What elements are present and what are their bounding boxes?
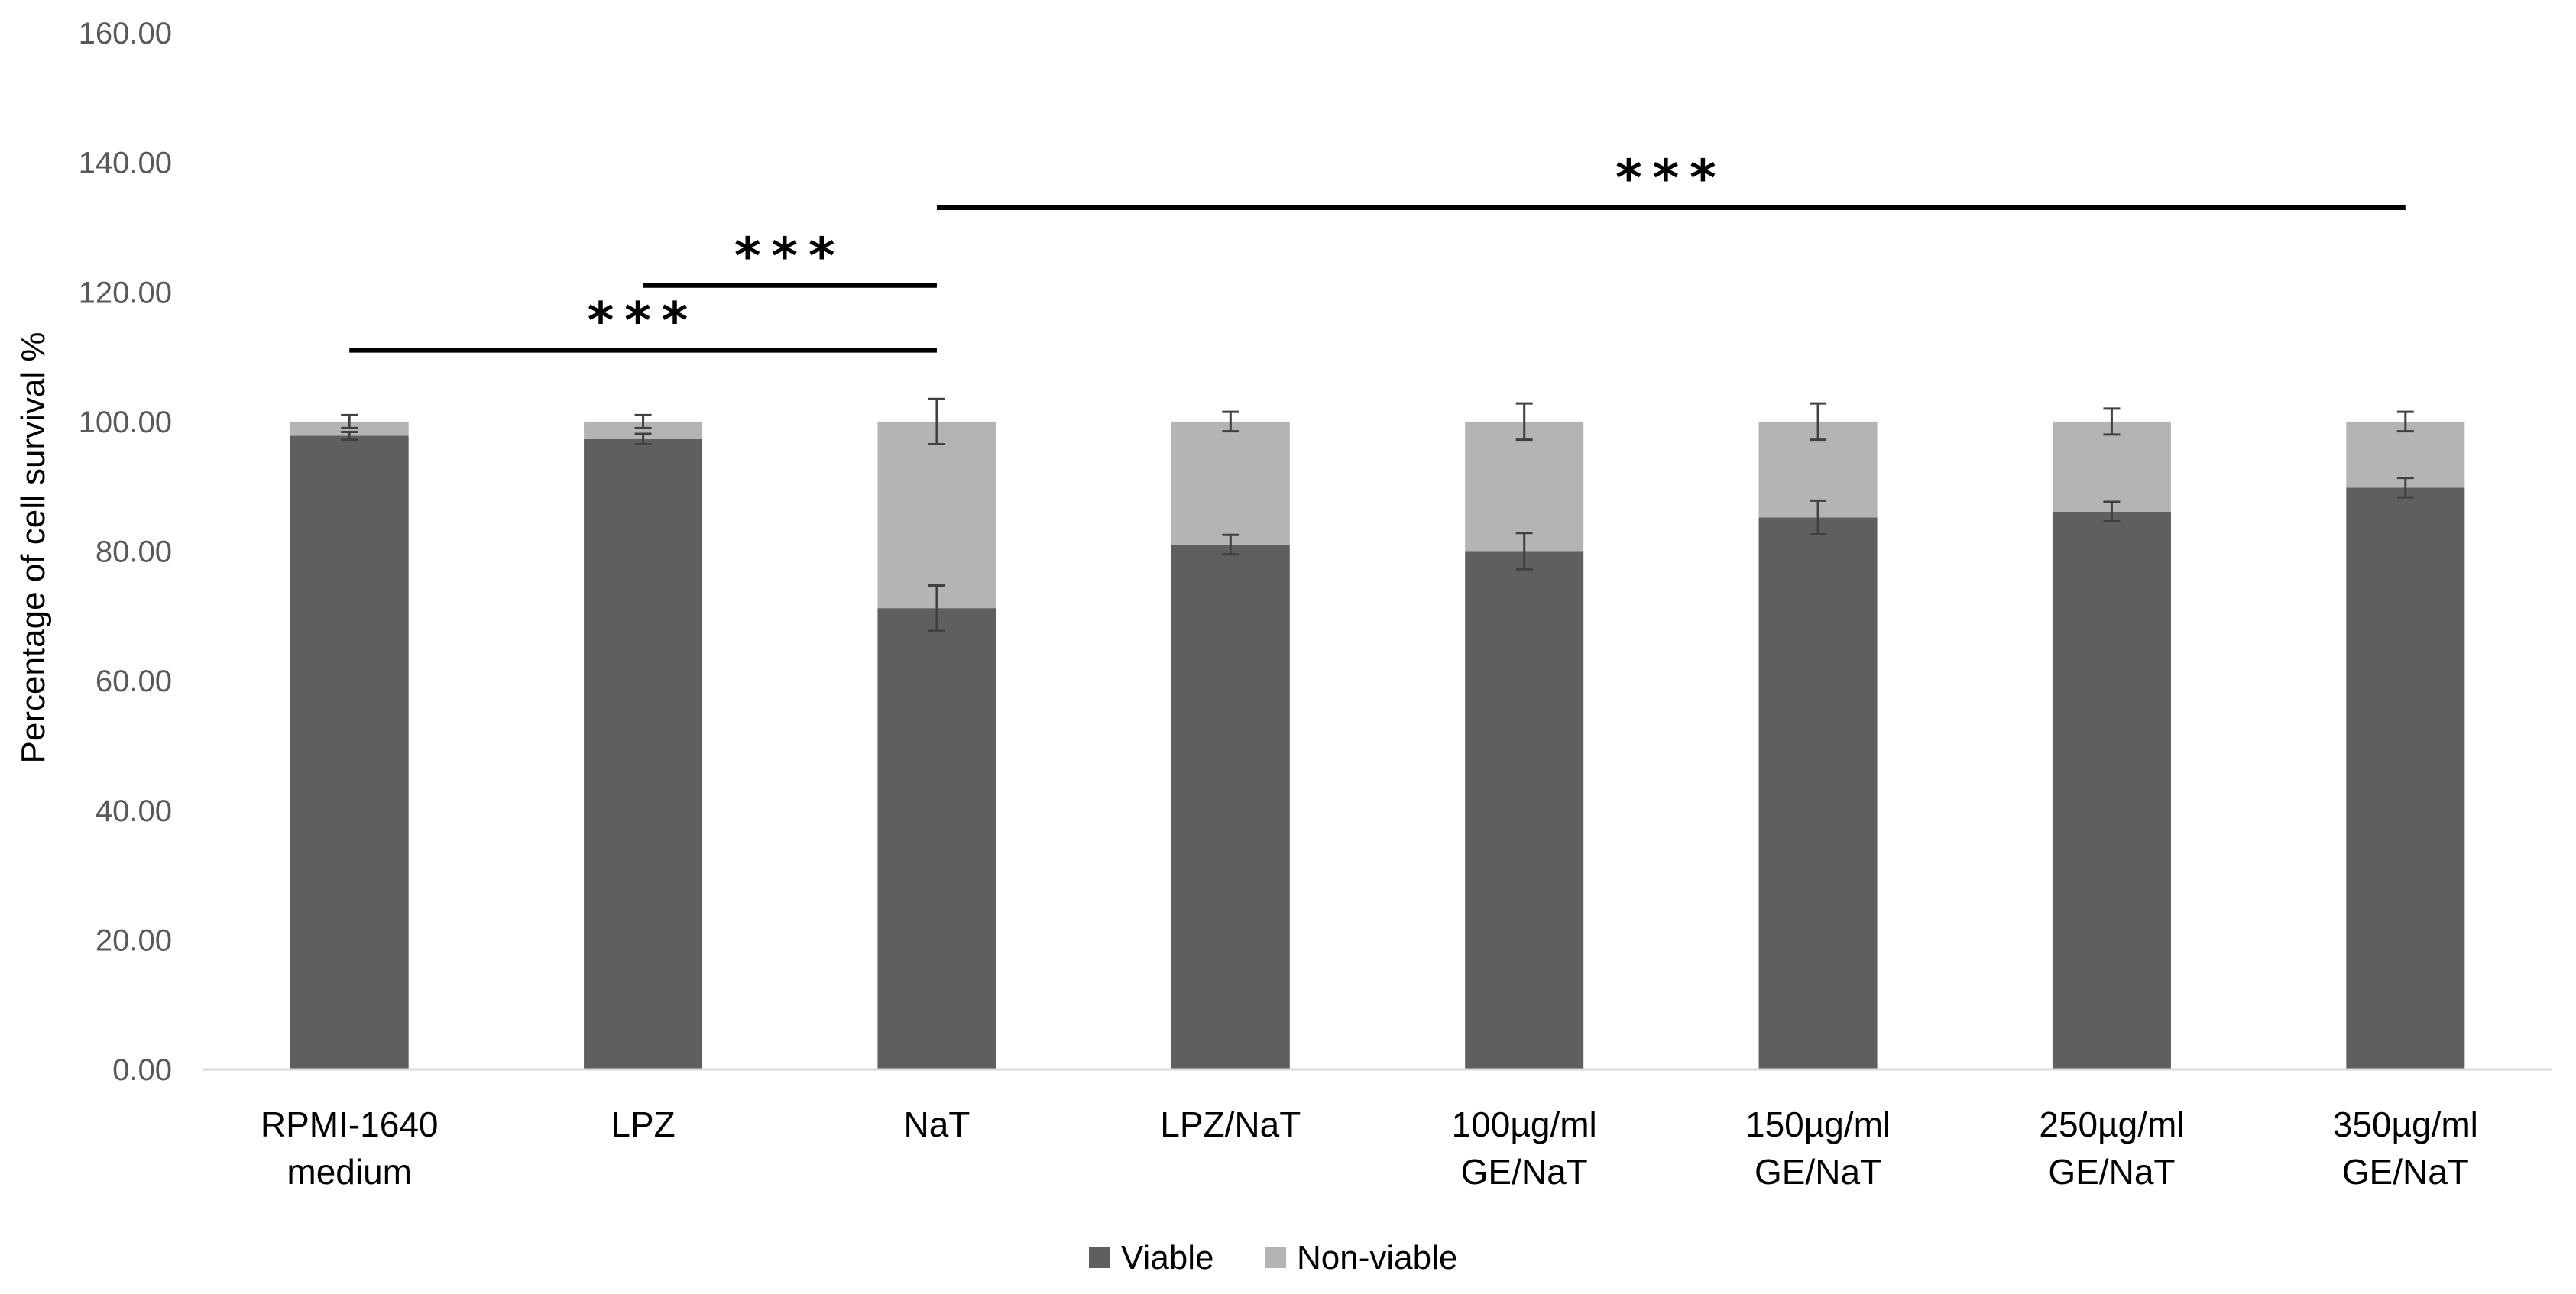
category-label: LPZ/NaT	[1160, 1105, 1301, 1144]
y-tick-label: 160.00	[79, 17, 172, 50]
bar-non-viable	[877, 421, 996, 609]
error-bar	[2396, 410, 2414, 433]
category-label: GE/NaT	[1461, 1152, 1588, 1192]
bar-non-viable	[1171, 421, 1290, 545]
bar-viable	[1465, 551, 1584, 1069]
y-tick-label: 60.00	[96, 665, 172, 698]
y-tick-labels: 0.00 20.00 40.00 60.00 80.00 100.00 120.00 140.…	[79, 17, 172, 1087]
legend: Viable Non-viable	[1089, 1239, 1457, 1276]
bar-viable	[877, 608, 996, 1069]
category-label: GE/NaT	[2048, 1152, 2175, 1192]
y-tick-label: 100.00	[79, 406, 172, 439]
y-tick-label: 0.00	[112, 1053, 172, 1087]
category-label: 150µg/ml	[1745, 1105, 1891, 1144]
legend-label: Viable	[1121, 1239, 1214, 1276]
bar-viable	[1758, 517, 1878, 1069]
bars	[290, 421, 2465, 1069]
error-bar	[2103, 407, 2121, 436]
error-bar	[928, 584, 945, 632]
bar-viable	[2346, 487, 2465, 1069]
category-label: GE/NaT	[2342, 1152, 2469, 1192]
significance-bracket: ***	[349, 292, 937, 353]
y-tick-label: 120.00	[79, 276, 172, 309]
bar-viable	[584, 438, 703, 1069]
legend-label: Non-viable	[1297, 1239, 1457, 1276]
category-label: LPZ	[611, 1105, 675, 1144]
bar-non-viable	[2346, 421, 2465, 488]
bar-viable	[290, 435, 409, 1069]
y-tick-label: 80.00	[96, 535, 172, 569]
legend-item: Viable	[1089, 1239, 1214, 1276]
significance-label: ***	[588, 292, 699, 351]
legend-swatch	[1265, 1247, 1286, 1268]
significance-bracket: ***	[643, 227, 937, 288]
error-bar	[2396, 477, 2414, 499]
category-label: 250µg/ml	[2039, 1105, 2184, 1144]
error-bar	[341, 413, 358, 429]
significance-brackets: *** *** ***	[349, 149, 2406, 353]
category-label: medium	[287, 1152, 412, 1192]
category-label: RPMI-1640	[261, 1105, 439, 1144]
category-label: NaT	[903, 1105, 970, 1144]
y-axis-label: Percentage of cell survival %	[15, 332, 52, 764]
y-tick-label: 40.00	[96, 794, 172, 828]
error-bar	[341, 430, 358, 442]
category-label: GE/NaT	[1755, 1152, 1881, 1192]
error-bar	[1222, 533, 1239, 556]
significance-bracket: ***	[936, 149, 2406, 210]
error-bar	[1810, 499, 1827, 535]
bar-non-viable	[2052, 421, 2171, 512]
error-bar	[1810, 402, 1827, 442]
error-bar	[2103, 500, 2121, 522]
y-tick-label: 140.00	[79, 147, 172, 180]
error-bar	[634, 432, 652, 446]
error-bar	[928, 397, 945, 446]
error-bars	[341, 397, 2414, 632]
bar-viable	[1171, 545, 1290, 1069]
error-bar	[634, 413, 652, 429]
category-label: 350µg/ml	[2333, 1105, 2478, 1144]
error-bar	[1515, 402, 1533, 442]
significance-label: ***	[734, 227, 846, 286]
category-label: 100µg/ml	[1452, 1105, 1597, 1144]
legend-item: Non-viable	[1265, 1239, 1457, 1276]
error-bar	[1515, 532, 1533, 571]
legend-swatch	[1089, 1247, 1110, 1268]
bar-non-viable	[1465, 421, 1584, 552]
y-tick-label: 20.00	[96, 924, 172, 957]
error-bar	[1222, 410, 1239, 433]
bar-viable	[2052, 511, 2171, 1069]
category-labels: RPMI-1640 medium LPZ NaT LPZ/NaT 100µg/ml GE/N…	[261, 1105, 2478, 1192]
significance-label: ***	[1615, 149, 1727, 208]
bar-non-viable	[584, 421, 703, 439]
